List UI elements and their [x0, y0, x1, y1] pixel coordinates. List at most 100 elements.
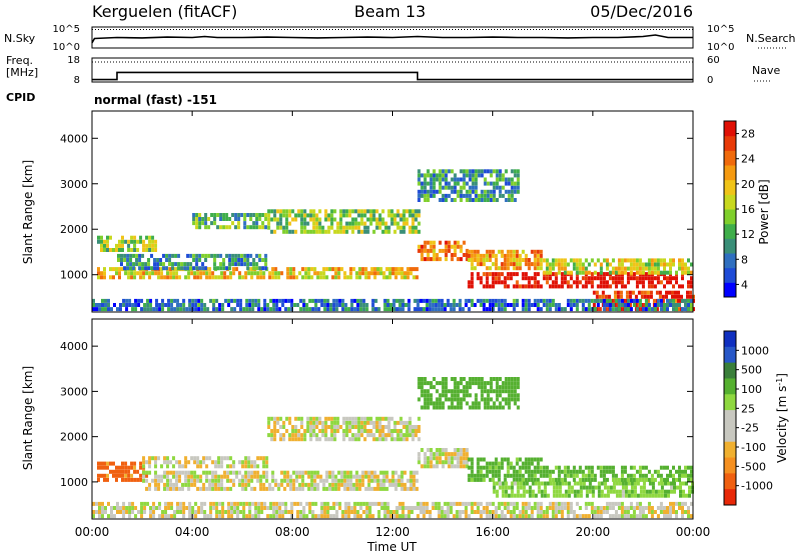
range-cell	[542, 473, 546, 478]
range-cell	[566, 280, 570, 285]
range-cell	[209, 514, 213, 519]
range-cell	[464, 506, 468, 510]
range-cell	[143, 501, 147, 506]
title-right: 05/Dec/2016	[590, 2, 693, 21]
range-cell	[609, 485, 613, 490]
range-cell	[291, 437, 295, 442]
range-cell	[265, 470, 269, 475]
range-cell	[611, 514, 615, 519]
range-cell	[263, 506, 267, 510]
range-cell	[504, 169, 508, 174]
range-cell	[292, 486, 296, 491]
range-cell	[533, 284, 537, 289]
range-cell	[510, 193, 514, 198]
range-cell	[410, 510, 414, 514]
range-cell	[232, 271, 236, 276]
range-cell	[339, 425, 343, 429]
range-cell	[139, 461, 143, 466]
range-cell	[278, 307, 282, 312]
range-cell	[453, 464, 457, 469]
range-cell	[282, 433, 286, 438]
range-cell	[320, 303, 324, 307]
range-cell	[592, 290, 596, 295]
range-cell	[312, 429, 316, 433]
range-cell	[608, 276, 612, 281]
range-cell	[187, 275, 191, 280]
range-cell	[504, 385, 508, 390]
range-cell	[632, 510, 636, 514]
range-cell	[459, 452, 463, 457]
range-cell	[500, 266, 504, 271]
range-cell	[543, 481, 547, 486]
range-cell	[378, 420, 382, 425]
range-cell	[527, 307, 531, 312]
range-cell	[328, 470, 332, 475]
range-cell	[629, 514, 633, 519]
range-cell	[423, 464, 427, 469]
range-cell	[542, 469, 546, 474]
range-cell	[489, 173, 493, 178]
range-cell	[428, 303, 432, 307]
range-cell	[575, 307, 579, 312]
range-cell	[623, 469, 627, 474]
range-cell	[222, 258, 226, 262]
range-cell	[597, 493, 601, 498]
range-cell	[381, 425, 385, 429]
range-cell	[647, 262, 651, 267]
range-cell	[471, 173, 475, 178]
range-cell	[149, 510, 153, 514]
range-cell	[488, 258, 492, 262]
range-cell	[320, 514, 324, 519]
range-cell	[361, 474, 365, 479]
colorbar-swatch	[724, 209, 736, 225]
range-cell	[417, 429, 421, 433]
range-cell	[653, 270, 657, 275]
range-cell	[647, 510, 651, 514]
range-cell	[423, 452, 427, 457]
range-cell	[244, 470, 248, 475]
range-cell	[485, 280, 489, 285]
range-cell	[349, 275, 353, 280]
range-cell	[629, 473, 633, 478]
range-cell	[672, 276, 675, 281]
range-cell	[500, 501, 504, 506]
range-cell	[470, 249, 474, 254]
range-cell	[290, 510, 294, 514]
range-cell	[122, 298, 126, 303]
range-cell	[347, 510, 351, 514]
freq-tick-top: 18	[67, 55, 80, 66]
range-cell	[458, 298, 462, 303]
range-cell	[524, 477, 528, 482]
range-cell	[506, 473, 510, 478]
range-cell	[512, 272, 516, 277]
range-cell	[283, 486, 287, 491]
range-cell	[476, 272, 480, 277]
range-cell	[426, 240, 430, 245]
range-cell	[491, 284, 495, 289]
range-cell	[122, 506, 126, 510]
range-cell	[687, 280, 690, 285]
range-cell	[605, 272, 609, 277]
range-cell	[360, 209, 364, 214]
range-cell	[262, 486, 266, 491]
range-cell	[650, 262, 654, 267]
range-cell	[669, 258, 672, 263]
range-cell	[470, 473, 474, 478]
range-cell	[598, 307, 602, 312]
range-cell	[468, 189, 472, 194]
range-cell	[153, 262, 157, 267]
range-cell	[437, 510, 441, 514]
range-cell	[253, 271, 257, 276]
range-cell	[383, 510, 387, 514]
range-cell	[461, 510, 465, 514]
range-cell	[653, 303, 657, 307]
range-cell	[629, 465, 633, 470]
range-cell	[244, 482, 248, 487]
range-cell	[450, 393, 454, 398]
range-cell	[169, 470, 173, 475]
range-cell	[687, 510, 690, 514]
range-cell	[491, 249, 495, 254]
range-cell	[164, 510, 168, 514]
range-cell	[581, 270, 585, 275]
range-cell	[527, 276, 531, 281]
